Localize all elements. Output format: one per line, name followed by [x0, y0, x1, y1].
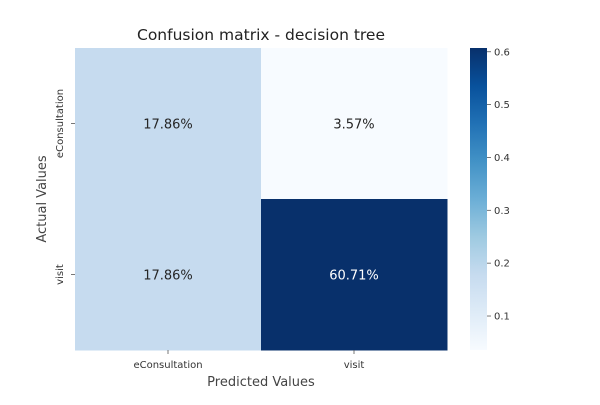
chart-title: Confusion matrix - decision tree: [137, 26, 385, 44]
colorbar-tick-label: 0.1: [494, 312, 510, 323]
heatmap-cell: [261, 48, 448, 200]
y-tick-label: visit: [55, 264, 66, 285]
heatmap-cell: [75, 199, 262, 351]
y-axis-ticks: eConsultation visit: [55, 89, 75, 285]
cell-value-label: 3.57%: [333, 118, 374, 133]
colorbar-gradient: [470, 48, 487, 350]
cell-value-label: 17.86%: [143, 269, 193, 284]
colorbar-tick-label: 0.4: [494, 153, 510, 164]
y-tick-label: eConsultation: [55, 89, 66, 158]
colorbar-tick-label: 0.2: [494, 259, 510, 270]
heatmap-cell: [261, 199, 448, 351]
colorbar-tick-label: 0.5: [494, 100, 510, 111]
colorbar: 0.1 0.2 0.3 0.4 0.5 0.6: [470, 47, 510, 350]
colorbar-tick-label: 0.6: [494, 47, 510, 58]
heatmap-cell: [75, 48, 262, 200]
x-tick-label: eConsultation: [133, 360, 202, 371]
x-axis-ticks: eConsultation visit: [133, 350, 364, 371]
colorbar-tick-label: 0.3: [494, 206, 510, 217]
x-axis-label: Predicted Values: [207, 375, 315, 390]
cell-value-label: 17.86%: [143, 118, 193, 133]
heatmap-cells: 17.86% 3.57% 17.86% 60.71%: [75, 48, 448, 351]
x-tick-label: visit: [344, 360, 365, 371]
cell-value-label: 60.71%: [329, 269, 379, 284]
y-axis-label: Actual Values: [35, 155, 50, 243]
